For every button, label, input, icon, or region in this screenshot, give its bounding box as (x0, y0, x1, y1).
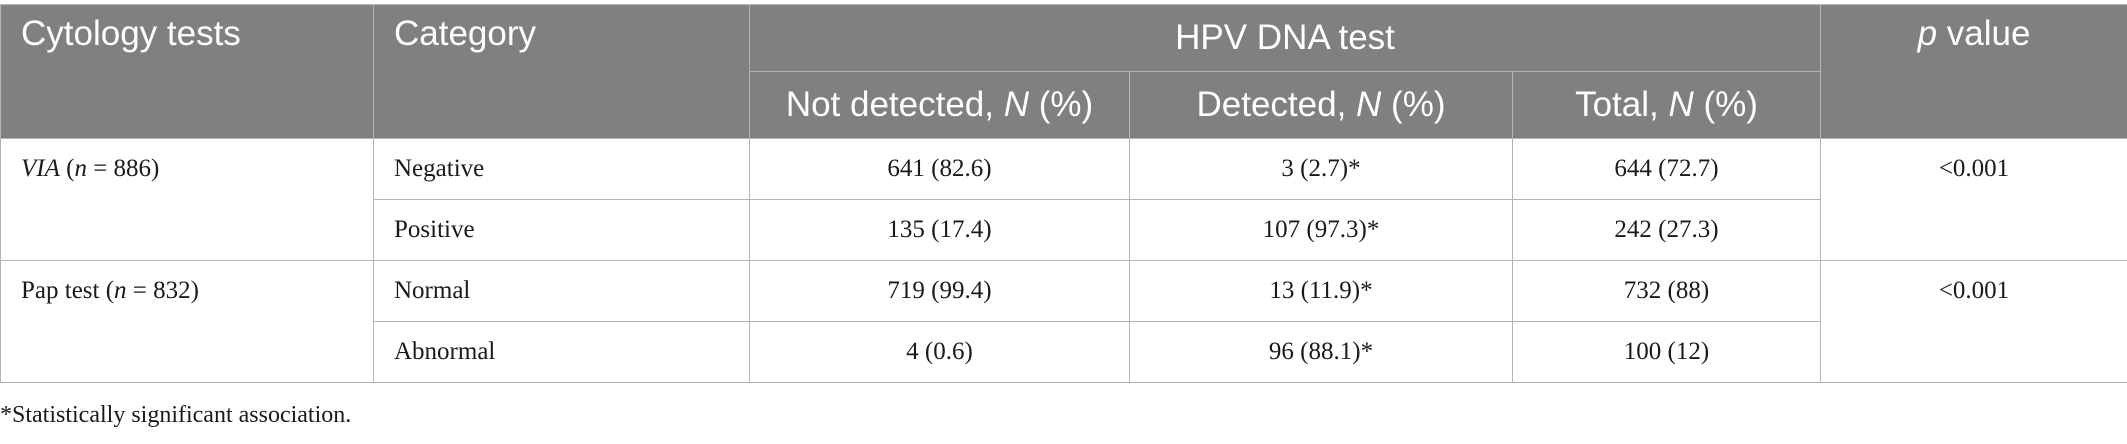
header-not-detected-n: N (1003, 85, 1030, 124)
detected-cell: 107 (97.3)* (1129, 199, 1513, 261)
header-p-value: p value (1820, 4, 2127, 139)
header-not-detected-pct: (%) (1029, 85, 1094, 124)
not-detected-cell: 135 (17.4) (749, 199, 1130, 261)
table-row: Positive 135 (17.4) 107 (97.3)* 242 (27.… (1, 199, 2127, 261)
test-n-open: ( (99, 277, 115, 304)
header-cytology-tests: Cytology tests (0, 4, 374, 139)
header-row-1: Cytology tests Category HPV DNA test p v… (0, 4, 2127, 139)
table-row: Abnormal 4 (0.6) 96 (88.1)* 100 (12) (1, 321, 2127, 383)
header-total-label: Total, (1575, 85, 1669, 124)
results-table-container: Cytology tests Category HPV DNA test p v… (0, 4, 2127, 383)
test-name: Pap test (21, 277, 100, 304)
header-not-detected: Not detected, N (%) (749, 71, 1130, 139)
detected-cell: 13 (11.9)* (1129, 260, 1513, 322)
table-footnote: *Statistically significant association. (0, 402, 352, 428)
total-cell: 242 (27.3) (1511, 199, 1822, 261)
not-detected-cell: 719 (99.4) (749, 260, 1130, 322)
header-detected-label: Detected, (1196, 85, 1357, 124)
header-detected-n: N (1356, 85, 1382, 124)
total-cell: 732 (88) (1511, 260, 1822, 322)
test-cell-pap: Pap test (n = 832) (0, 260, 374, 383)
table-row: Pap test (n = 832) Normal 719 (99.4) 13 … (0, 260, 2127, 383)
header-total-pct: (%) (1693, 85, 1758, 124)
total-cell: 100 (12) (1511, 321, 1822, 383)
table-row: VIA (n = 886) Negative 641 (82.6) 3 (2.7… (0, 138, 2127, 261)
header-total-n: N (1668, 85, 1694, 124)
table-header: Cytology tests Category HPV DNA test p v… (0, 4, 2127, 139)
test-cell-via: VIA (n = 886) (0, 138, 374, 261)
test-n-value: = 832) (126, 277, 199, 304)
detected-cell: 96 (88.1)* (1129, 321, 1513, 383)
header-detected-pct: (%) (1381, 85, 1446, 124)
test-n-label: n (114, 277, 127, 304)
category-cell: Negative (373, 138, 750, 200)
header-total: Total, N (%) (1511, 71, 1822, 139)
test-n-label: n (74, 155, 87, 182)
not-detected-cell: 641 (82.6) (749, 138, 1130, 200)
hpv-cytology-table: Cytology tests Category HPV DNA test p v… (0, 4, 2127, 383)
header-category: Category (373, 4, 750, 139)
header-row-2: Not detected, N (%) Detected, N (%) Tota… (1, 71, 2127, 139)
header-not-detected-label: Not detected, (785, 85, 1004, 124)
p-value-cell: <0.001 (1820, 138, 2127, 261)
header-hpv-dna-test: HPV DNA test (748, 4, 1822, 72)
header-detected: Detected, N (%) (1129, 71, 1513, 139)
test-n-value: = 886) (86, 155, 160, 182)
category-cell: Abnormal (373, 321, 750, 383)
detected-cell: 3 (2.7)* (1129, 138, 1513, 200)
test-n-open: ( (59, 155, 75, 182)
table-body: VIA (n = 886) Negative 641 (82.6) 3 (2.7… (0, 138, 2127, 383)
total-cell: 644 (72.7) (1511, 138, 1822, 200)
not-detected-cell: 4 (0.6) (749, 321, 1130, 383)
p-value-cell: <0.001 (1820, 260, 2127, 383)
header-p-italic: p (1917, 14, 1938, 53)
test-name: VIA (21, 155, 60, 182)
category-cell: Normal (373, 260, 750, 322)
header-p-rest: value (1937, 14, 2031, 53)
category-cell: Positive (373, 199, 750, 261)
